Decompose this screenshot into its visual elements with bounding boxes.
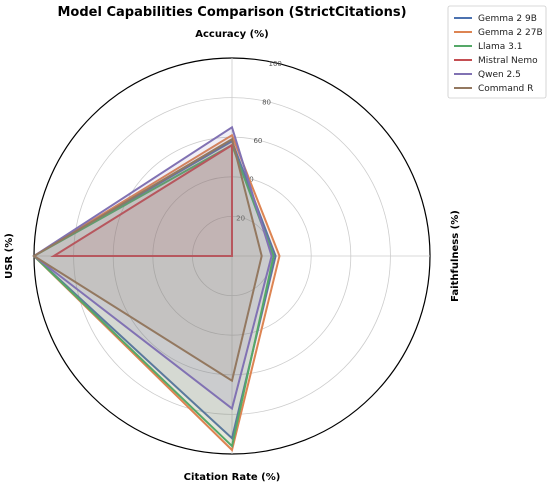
legend-box bbox=[447, 5, 547, 99]
legend-entry: Gemma 2 9B bbox=[478, 14, 537, 24]
series-polygon bbox=[50, 143, 233, 257]
radial-tick-label: 20 bbox=[236, 214, 245, 222]
legend-entry: Command R bbox=[478, 84, 533, 94]
legend-entry: Gemma 2 27B bbox=[478, 28, 543, 38]
radial-tick-label: 80 bbox=[262, 98, 271, 106]
radial-tick-label: 100 bbox=[269, 60, 282, 68]
legend-entry: Qwen 2.5 bbox=[478, 70, 521, 80]
legend-entry: Llama 3.1 bbox=[478, 42, 523, 52]
legend: Gemma 2 9B Gemma 2 27B Llama 3.1 Mistral Ne… bbox=[447, 5, 547, 99]
axis-label-accuracy: Accuracy (%) bbox=[195, 29, 268, 40]
axis-label-usr: USR (%) bbox=[4, 233, 15, 279]
axis-label-faithfulness: Faithfulness (%) bbox=[450, 210, 461, 302]
axis-label-citation-rate: Citation Rate (%) bbox=[184, 472, 281, 483]
legend-entry: Mistral Nemo bbox=[478, 56, 538, 66]
series-polygon bbox=[32, 137, 263, 383]
radial-tick-label: 60 bbox=[253, 137, 262, 145]
series-polygon bbox=[32, 125, 273, 411]
chart-title: Model Capabilities Comparison (StrictCit… bbox=[57, 5, 406, 20]
